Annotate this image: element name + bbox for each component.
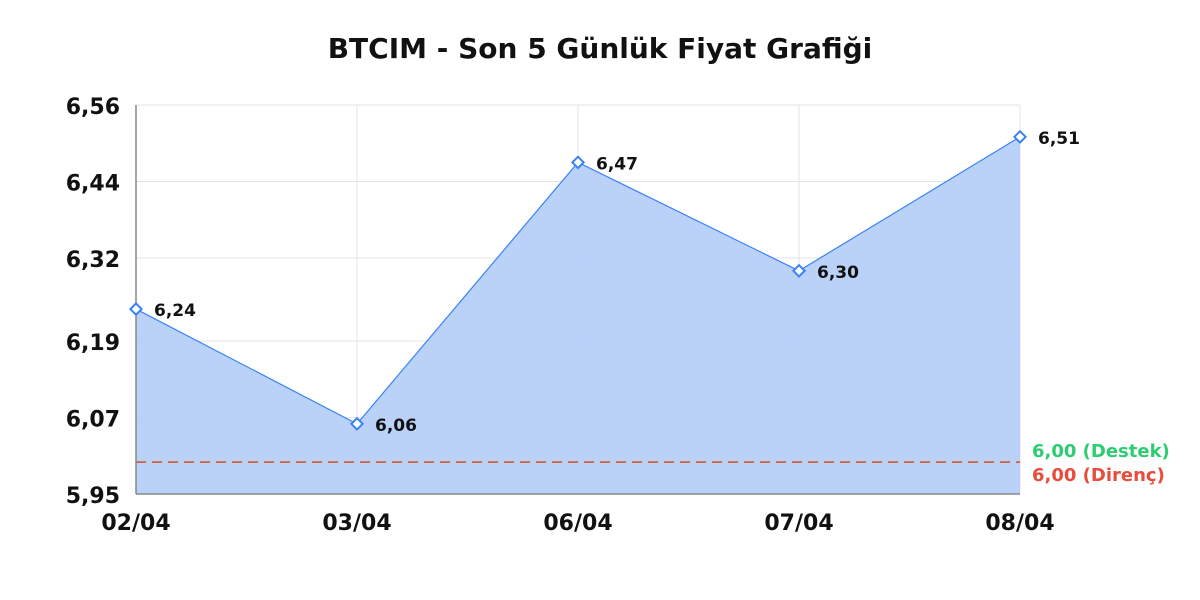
y-tick-label: 5,95: [66, 484, 120, 509]
data-label: 6,06: [375, 416, 417, 436]
x-tick-label: 08/04: [985, 511, 1054, 536]
x-tick-label: 07/04: [764, 511, 833, 536]
reference-line-label: 6,00 (Destek): [1032, 441, 1170, 462]
data-point: [570, 155, 586, 170]
x-tick-label: 03/04: [322, 511, 391, 536]
reference-line-label: 6,00 (Direnç): [1032, 465, 1165, 486]
y-tick-label: 6,07: [66, 407, 120, 432]
area-fill: [136, 136, 1020, 494]
data-label: 6,24: [154, 301, 196, 321]
data-label: 6,30: [817, 263, 859, 283]
y-tick-label: 6,32: [66, 248, 120, 273]
y-tick-label: 6,56: [66, 95, 120, 120]
data-point: [791, 263, 807, 278]
y-tick-label: 6,44: [66, 172, 120, 197]
data-point: [128, 301, 144, 317]
data-label: 6,51: [1038, 129, 1080, 149]
x-tick-label: 06/04: [543, 511, 612, 536]
y-tick-label: 6,19: [66, 331, 120, 356]
data-label: 6,47: [596, 154, 638, 174]
chart-title: BTCIM - Son 5 Günlük Fiyat Grafiği: [328, 32, 873, 65]
data-point: [349, 416, 365, 431]
x-tick-label: 02/04: [101, 511, 170, 536]
data-point: [1012, 129, 1028, 144]
